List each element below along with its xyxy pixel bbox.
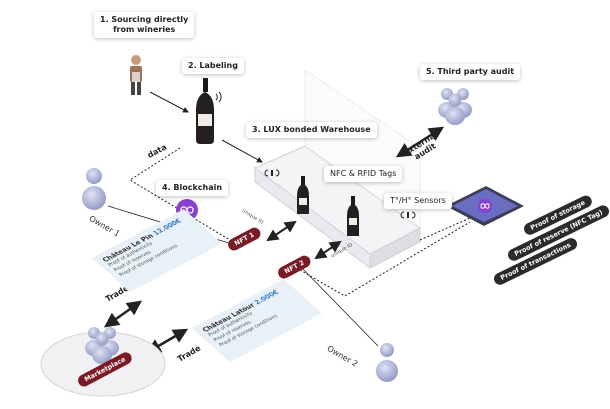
warehouse-bottle-2 [347,196,359,236]
step-warehouse: 3. LUX bonded Warehouse [246,122,377,138]
group-icon [438,88,472,125]
step-sourcing-line1: 1. Sourcing directly [100,15,189,24]
sensors-label: T°/H° Sensors [384,193,452,209]
step-sourcing: 1. Sourcing directly from wineries [94,12,195,38]
nft2-flow-line [299,221,471,297]
wifi-signal-icon [215,91,222,103]
owner2-line [299,265,379,347]
step-blockchain: 4. Blockchain [156,180,229,196]
warehouse-box [254,69,421,269]
warehouse-bottle-1 [297,176,309,214]
audit-arrow [395,126,445,158]
sensor-signal-icon [400,211,416,219]
step-audit: 5. Third party audit [420,64,521,80]
trade1-arrow [103,300,143,328]
rfid-signal-icon [264,169,280,177]
wine-bottle-icon [196,78,214,144]
nfc-rfid-tag-label: NFC & RFID Tags [324,166,403,182]
sensor-flow-line [419,217,471,241]
step-labeling: 2. Labeling [182,58,244,74]
labeling-arrow [221,139,263,163]
owner1-person-icon [82,168,106,210]
marketplace-platform [40,327,166,397]
owner2-person-icon [376,343,398,382]
sourcing-arrow [149,91,189,113]
winemaker-icon [130,55,142,95]
nft2-link-arrow [314,240,342,260]
nft1-link-arrow [266,220,297,242]
blockchain-tablet [446,186,524,226]
step-sourcing-line2: from wineries [113,25,176,34]
